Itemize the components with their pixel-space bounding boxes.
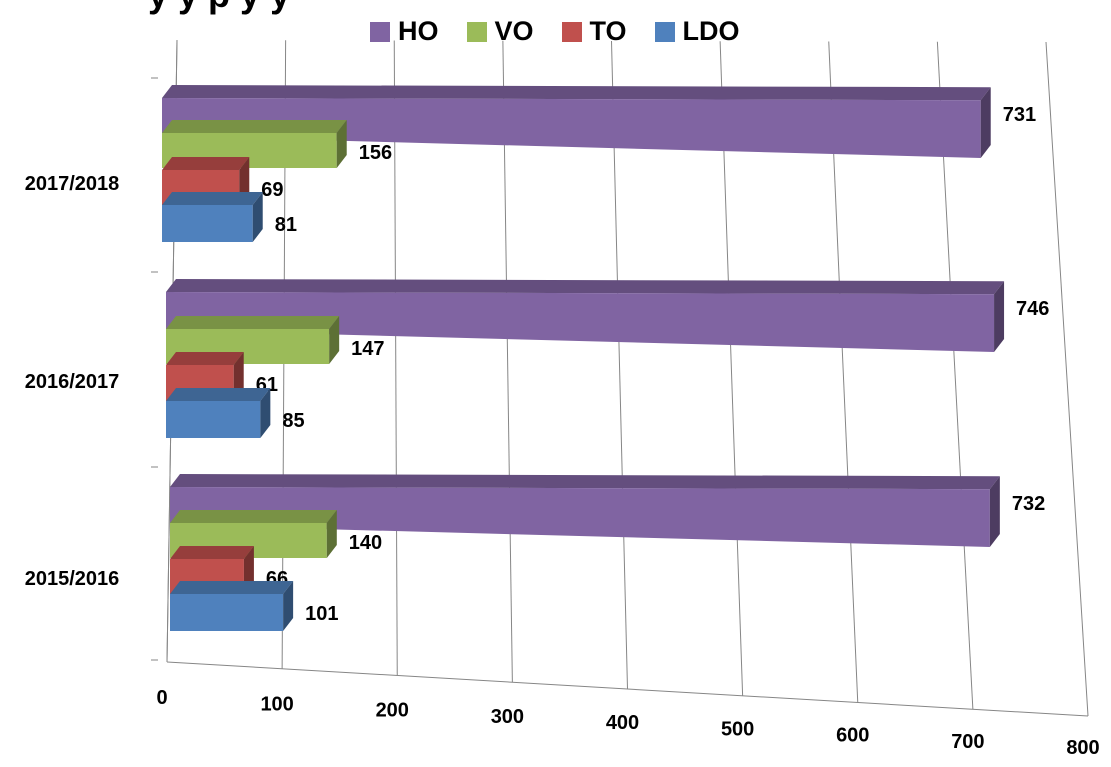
bar-ldo-top (170, 581, 294, 594)
bar-ldo-end (283, 581, 294, 631)
bar-ldo-2016/2017 (166, 401, 261, 438)
legend-swatch-ho (370, 21, 390, 42)
gridline (611, 40, 628, 690)
bar-ldo-end (260, 388, 271, 438)
bar-ho-top (170, 474, 1000, 490)
gridline (393, 40, 398, 676)
bar-vo-end (329, 316, 340, 364)
category-label: 2016/2017 (25, 371, 120, 393)
gridline (502, 40, 513, 683)
legend-swatch-ldo (654, 21, 675, 42)
gridline (1045, 41, 1089, 717)
legend-label-vo: VO (494, 16, 534, 46)
bar-ho-end (980, 87, 991, 158)
x-tick-label: 300 (491, 706, 524, 728)
data-label: 69 (261, 179, 283, 201)
bar-vo-top (166, 316, 340, 329)
bar-ho-2015/2016 (170, 487, 990, 547)
legend-swatch-vo (466, 21, 487, 42)
bar-ho-top (162, 85, 991, 101)
data-label: 156 (359, 142, 392, 164)
bar-ho-top (166, 279, 1005, 295)
data-label: 85 (282, 410, 304, 432)
bar-vo-top (170, 510, 337, 523)
data-label: 81 (275, 214, 297, 236)
legend-item-to: TO (561, 16, 627, 47)
chart-title-cut: y y p y y (148, 0, 290, 16)
bar-ho-end (989, 476, 1000, 547)
data-label: 746 (1016, 298, 1049, 320)
bar-ho-2016/2017 (166, 292, 995, 352)
x-axis-line (166, 661, 1089, 717)
data-label: 732 (1012, 493, 1045, 515)
x-tick-label: 800 (1066, 737, 1099, 759)
bar-ldo-2015/2016 (170, 594, 284, 631)
bar-to-top (170, 546, 254, 559)
data-label: 140 (349, 532, 382, 554)
legend-item-vo: VO (466, 16, 534, 47)
x-tick-label: 0 (156, 687, 167, 709)
bar-ldo-end (252, 192, 263, 242)
bar-vo-end (326, 510, 337, 558)
x-tick-label: 200 (376, 700, 409, 722)
bar-ho-2017/2018 (162, 98, 981, 158)
data-label: 101 (305, 603, 338, 625)
category-label: 2015/2016 (25, 568, 120, 590)
x-tick-label: 400 (606, 712, 639, 734)
category-label: 2017/2018 (25, 173, 120, 195)
data-label: 731 (1003, 104, 1036, 126)
legend-label-ho: HO (398, 16, 439, 46)
legend-item-ho: HO (370, 16, 439, 47)
bar-vo-end (336, 120, 347, 168)
bar-ho-end (994, 281, 1005, 352)
legend-label-to: TO (589, 16, 627, 46)
x-tick-label: 500 (721, 718, 754, 740)
legend-label-ldo: LDO (682, 16, 740, 46)
bar-ldo-top (162, 192, 263, 205)
bar-ldo-top (166, 388, 271, 401)
legend-item-ldo: LDO (654, 16, 740, 47)
legend-swatch-to (561, 21, 582, 42)
x-tick-label: 700 (951, 731, 984, 753)
bar-to-top (162, 157, 250, 170)
bar-vo-top (162, 120, 347, 133)
data-label: 147 (351, 338, 384, 360)
legend: HO VO TO LDO (370, 16, 740, 47)
x-tick-label: 100 (260, 693, 293, 715)
x-tick-label: 600 (836, 725, 869, 747)
bar-to-top (166, 352, 244, 365)
bar-ldo-2017/2018 (162, 205, 253, 242)
